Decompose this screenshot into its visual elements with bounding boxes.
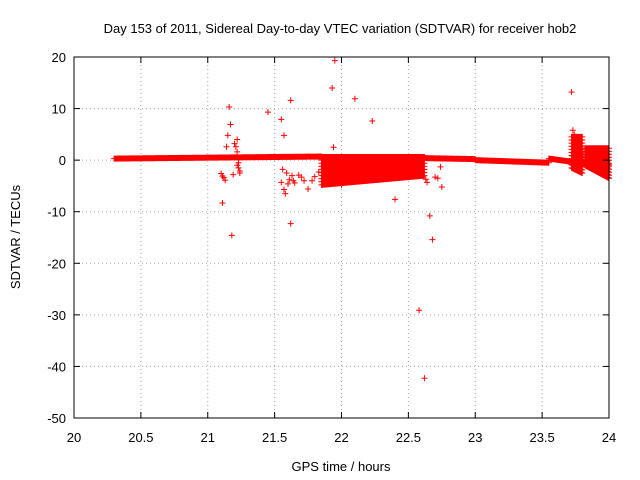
- data-point: [571, 131, 578, 138]
- data-point: [236, 170, 243, 177]
- data-point: [232, 143, 239, 150]
- y-tick-label: 0: [59, 153, 66, 168]
- data-point: [392, 196, 398, 203]
- x-tick-label: 22: [334, 430, 348, 445]
- y-tick-label: -10: [47, 205, 66, 220]
- data-point: [287, 220, 294, 227]
- data-point: [264, 109, 271, 116]
- x-tick-label: 21: [201, 430, 215, 445]
- data-point: [569, 127, 576, 134]
- data-point: [429, 236, 436, 243]
- data-point: [315, 169, 322, 176]
- data-point: [228, 232, 235, 239]
- data-point: [438, 183, 445, 190]
- data-point: [278, 116, 285, 123]
- y-tick-label: -50: [47, 411, 66, 426]
- data-point: [223, 143, 230, 150]
- y-tick-label: -30: [47, 308, 66, 323]
- data-point: [287, 97, 294, 104]
- x-tick-label: 23.5: [529, 430, 554, 445]
- data-point: [278, 179, 285, 186]
- y-axis-label: SDTVAR / TECUs: [8, 184, 23, 289]
- data-point: [421, 375, 428, 382]
- data-point: [235, 164, 242, 171]
- data-point: [426, 212, 433, 219]
- data-point: [285, 180, 291, 187]
- data-point: [280, 186, 287, 193]
- y-tick-label: -40: [47, 359, 66, 374]
- y-tick-label: 20: [52, 50, 66, 65]
- data-point: [235, 159, 242, 166]
- data-point: [279, 166, 286, 173]
- data-point: [220, 174, 227, 181]
- x-tick-label: 24: [602, 430, 616, 445]
- data-point: [298, 174, 305, 181]
- data-point: [234, 136, 241, 143]
- data-series: [111, 57, 612, 382]
- data-point: [422, 176, 429, 183]
- data-point: [416, 307, 423, 314]
- axis-ticks: 20 20.5 21 21.5 22 22.5 23 23.5 24 20 10 0 -10 -20 -30…: [47, 50, 616, 445]
- data-point: [568, 89, 575, 96]
- data-point: [282, 190, 289, 197]
- data-point: [218, 170, 225, 177]
- data-point: [424, 179, 431, 186]
- data-point: [311, 173, 318, 180]
- data-point: [234, 148, 241, 155]
- grid-lines: [74, 57, 609, 418]
- data-point: [219, 199, 226, 206]
- data-point: [283, 170, 290, 177]
- data-point: [329, 84, 336, 91]
- chart-title: Day 153 of 2011, Sidereal Day-to-day VTE…: [104, 21, 577, 36]
- x-tick-label: 22.5: [396, 430, 421, 445]
- data-point: [286, 176, 293, 183]
- data-point: [301, 177, 308, 184]
- x-tick-label: 21.5: [262, 430, 287, 445]
- x-tick-label: 20.5: [128, 430, 153, 445]
- data-point: [231, 140, 238, 147]
- y-tick-label: -20: [47, 256, 66, 271]
- data-point: [432, 174, 439, 181]
- data-point: [338, 181, 345, 188]
- data-layer: [111, 57, 612, 382]
- data-point: [222, 177, 229, 184]
- data-point: [351, 95, 358, 102]
- data-point: [230, 171, 237, 178]
- data-point: [437, 163, 444, 170]
- y-tick-label: 10: [52, 102, 66, 117]
- data-column-cluster: [581, 145, 612, 182]
- data-point: [224, 132, 231, 139]
- x-tick-label: 20: [67, 430, 81, 445]
- data-point: [305, 186, 312, 193]
- data-point: [226, 104, 233, 111]
- data-point: [434, 175, 441, 182]
- data-point: [330, 144, 337, 151]
- data-column-cluster: [318, 154, 428, 188]
- data-point: [234, 162, 241, 169]
- data-point: [227, 121, 234, 128]
- x-axis-label: GPS time / hours: [292, 459, 391, 474]
- data-point: [309, 177, 316, 184]
- data-column-cluster: [568, 133, 586, 177]
- data-point: [291, 179, 298, 186]
- data-point: [289, 172, 296, 179]
- data-point: [280, 132, 287, 139]
- x-tick-label: 23: [468, 430, 482, 445]
- data-point: [369, 117, 376, 124]
- data-point: [331, 57, 338, 64]
